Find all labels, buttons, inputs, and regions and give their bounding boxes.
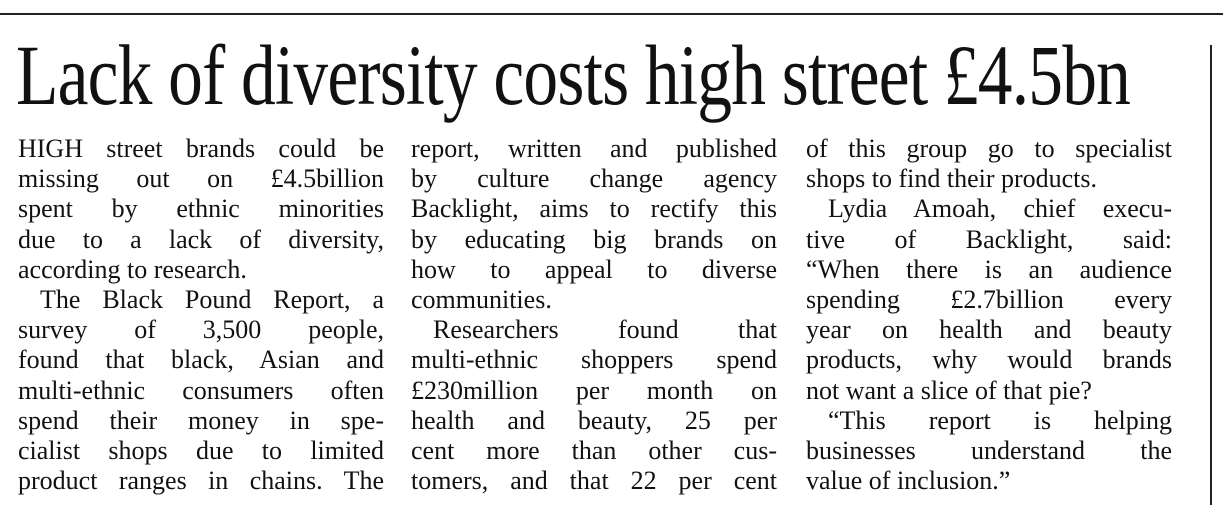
- text-line: how to appeal to diverse: [411, 254, 777, 284]
- text-line: “This report is helping: [828, 405, 1172, 435]
- text-line: survey of 3,500 people,: [18, 315, 384, 345]
- text-line: spending £2.7billion every: [806, 284, 1172, 314]
- text-line: communities.: [411, 284, 552, 314]
- text-line: multi-ethnic consumers often: [18, 375, 384, 405]
- text-line: products, why would brands: [806, 345, 1172, 375]
- text-line: due to a lack of diversity,: [18, 224, 384, 254]
- text-line: The Black Pound Report, a: [40, 284, 384, 314]
- side-rule: [1210, 45, 1212, 505]
- text-line: “When there is an audience: [806, 254, 1172, 284]
- text-line: cialist shops due to limited: [18, 435, 384, 465]
- text-line: of this group go to specialist: [806, 134, 1172, 163]
- text-line: tive of Backlight, said:: [806, 224, 1172, 254]
- column: report, written and published by culture…: [411, 134, 777, 496]
- text-line: according to research.: [18, 254, 247, 284]
- text-line: Researchers found that: [433, 315, 777, 345]
- text-line: cent more than other cus-: [411, 435, 777, 465]
- text-line: by educating big brands on: [411, 224, 777, 254]
- text-line: spend their money in spe-: [18, 405, 384, 435]
- text-line: report, written and published: [411, 134, 777, 163]
- text-line: product ranges in chains. The: [18, 466, 384, 496]
- text-line: spent by ethnic minorities: [18, 194, 384, 224]
- text-line: Backlight, aims to rectify this: [411, 194, 777, 224]
- text-line: shops to find their products.: [806, 164, 1098, 194]
- text-line: businesses understand the: [806, 435, 1172, 465]
- headline: Lack of diversity costs high street £4.5…: [16, 27, 1131, 123]
- top-rule: [0, 13, 1223, 15]
- text-line: Lydia Amoah, chief execu-: [828, 194, 1172, 224]
- text-line: value of inclusion.”: [806, 466, 1011, 496]
- text-line: £230million per month on: [411, 375, 777, 405]
- text-line: tomers, and that 22 per cent: [411, 466, 777, 496]
- text-line: found that black, Asian and: [18, 345, 384, 375]
- text-line: multi-ethnic shoppers spend: [411, 345, 777, 375]
- text-line: not want a slice of that pie?: [806, 375, 1092, 405]
- text-line: by culture change agency: [411, 164, 777, 194]
- column: HIGH street brands could be missing out …: [18, 134, 384, 496]
- text-line: HIGH street brands could be: [18, 134, 384, 163]
- text-line: health and beauty, 25 per: [411, 405, 777, 435]
- text-line: missing out on £4.5billion: [18, 164, 384, 194]
- text-line: year on health and beauty: [806, 315, 1172, 345]
- column: of this group go to specialist shops to …: [806, 134, 1172, 496]
